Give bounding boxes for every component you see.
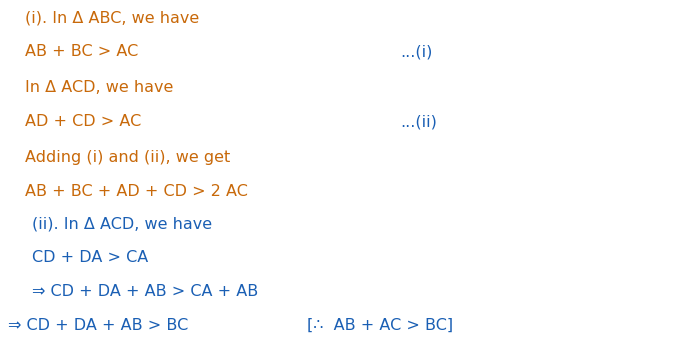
- Text: (ii). In Δ ACD, we have: (ii). In Δ ACD, we have: [32, 217, 212, 231]
- Text: ⇒ CD + DA + AB > CA + AB: ⇒ CD + DA + AB > CA + AB: [32, 284, 258, 300]
- Text: ...(ii): ...(ii): [400, 114, 437, 130]
- Text: ...(i): ...(i): [400, 44, 433, 60]
- Text: CD + DA > CA: CD + DA > CA: [32, 249, 148, 265]
- Text: In Δ ACD, we have: In Δ ACD, we have: [25, 81, 173, 96]
- Text: ⇒ CD + DA + AB > BC: ⇒ CD + DA + AB > BC: [8, 318, 188, 332]
- Text: AB + BC + AD + CD > 2 AC: AB + BC + AD + CD > 2 AC: [25, 184, 248, 200]
- Text: AD + CD > AC: AD + CD > AC: [25, 114, 141, 130]
- Text: [∴  AB + AC > BC]: [∴ AB + AC > BC]: [307, 318, 453, 332]
- Text: AB + BC > AC: AB + BC > AC: [25, 44, 138, 60]
- Text: (i). In Δ ABC, we have: (i). In Δ ABC, we have: [25, 10, 200, 26]
- Text: Adding (i) and (ii), we get: Adding (i) and (ii), we get: [25, 149, 231, 165]
